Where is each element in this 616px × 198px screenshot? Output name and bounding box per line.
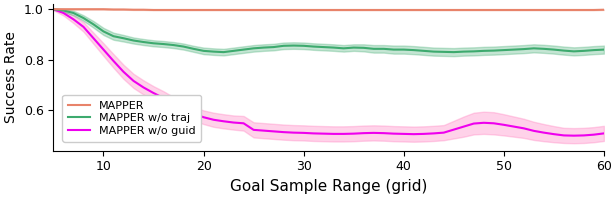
Line: MAPPER w/o traj: MAPPER w/o traj (54, 9, 604, 52)
MAPPER w/o traj (420, 50, 428, 52)
MAPPER w/o guid (390, 132, 397, 135)
MAPPER (480, 9, 487, 11)
MAPPER (50, 8, 57, 10)
MAPPER (400, 9, 407, 11)
MAPPER w/o traj (600, 48, 607, 51)
MAPPER (60, 8, 67, 10)
MAPPER w/o traj (370, 48, 378, 50)
MAPPER w/o traj (50, 8, 57, 10)
MAPPER (150, 9, 157, 11)
Line: MAPPER: MAPPER (54, 9, 604, 10)
MAPPER w/o guid (360, 132, 367, 134)
MAPPER (260, 9, 267, 11)
MAPPER (420, 9, 428, 11)
Line: MAPPER w/o guid: MAPPER w/o guid (54, 9, 604, 136)
MAPPER (600, 9, 607, 11)
Legend: MAPPER, MAPPER w/o traj, MAPPER w/o guid: MAPPER, MAPPER w/o traj, MAPPER w/o guid (62, 95, 201, 142)
MAPPER w/o traj (260, 46, 267, 49)
MAPPER w/o traj (400, 48, 407, 51)
Y-axis label: Success Rate: Success Rate (4, 31, 18, 123)
MAPPER w/o guid (50, 8, 57, 10)
MAPPER w/o guid (600, 132, 607, 135)
MAPPER w/o traj (60, 9, 67, 12)
MAPPER w/o guid (410, 133, 418, 135)
MAPPER w/o traj (480, 50, 487, 52)
MAPPER w/o guid (250, 129, 257, 131)
MAPPER w/o guid (60, 12, 67, 14)
MAPPER w/o guid (570, 134, 578, 137)
MAPPER (370, 9, 378, 11)
MAPPER w/o traj (220, 51, 227, 53)
MAPPER w/o guid (470, 122, 477, 125)
X-axis label: Goal Sample Range (grid): Goal Sample Range (grid) (230, 179, 428, 194)
